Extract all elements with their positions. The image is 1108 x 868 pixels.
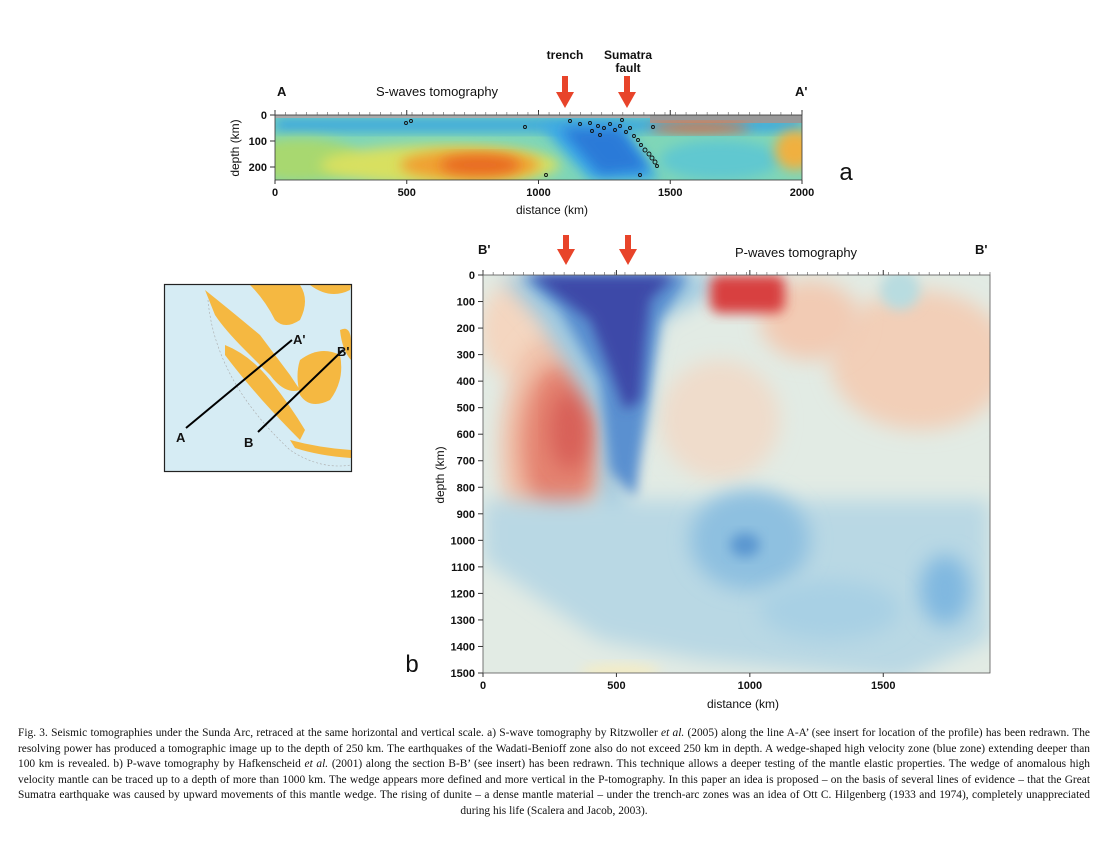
x-axis-label: distance (km) — [516, 203, 588, 217]
y-tick-label: 0 — [261, 110, 267, 122]
y-tick-label: 1000 — [451, 535, 475, 547]
y-axis-label: depth (km) — [433, 446, 447, 503]
arrows-b — [557, 235, 637, 265]
y-tick-label: 1200 — [451, 588, 475, 600]
x-tick-label: 1000 — [738, 680, 762, 692]
map — [165, 285, 351, 471]
s-wave-image — [275, 115, 802, 180]
y-tick-label: 700 — [457, 456, 475, 468]
y-tick-label: 1500 — [451, 668, 475, 680]
title-b: P-waves tomography — [735, 245, 858, 260]
y-tick-label: 400 — [457, 376, 475, 388]
fault-label: fault — [615, 61, 640, 75]
y-tick-label: 200 — [457, 323, 475, 335]
y-axis-label: depth (km) — [228, 119, 242, 176]
title-a: S-waves tomography — [376, 84, 499, 99]
panel-letter: a — [839, 159, 853, 186]
label-b-prime: B' — [975, 242, 987, 257]
panel-letter: b — [405, 651, 418, 678]
label-a: A — [277, 84, 287, 99]
y-tick-label: 1300 — [451, 615, 475, 627]
x-tick-label: 500 — [398, 187, 416, 199]
p-wave-image — [483, 275, 990, 673]
map-label: A' — [293, 332, 305, 347]
map-label: B' — [337, 344, 349, 359]
x-tick-label: 1000 — [526, 187, 550, 199]
arrows-a — [556, 76, 636, 108]
fault-label: Sumatra — [604, 48, 652, 62]
x-tick-label: 0 — [272, 187, 278, 199]
trench-label: trench — [547, 48, 584, 62]
y-tick-label: 900 — [457, 509, 475, 521]
map-frame — [163, 283, 353, 473]
y-tick-label: 1100 — [451, 562, 475, 574]
x-tick-label: 2000 — [790, 187, 814, 199]
caption-text: et al. — [661, 727, 685, 739]
caption-text: (2005) along the line A-A’ (see insert f… — [18, 727, 1090, 771]
y-tick-label: 300 — [457, 350, 475, 362]
y-tick-label: 800 — [457, 482, 475, 494]
x-axis-label: distance (km) — [707, 697, 779, 711]
y-tick-label: 1400 — [451, 641, 475, 653]
y-tick-label: 600 — [457, 429, 475, 441]
map-label: A — [176, 430, 186, 445]
caption: Fig. 3. Seismic tomographies under the S… — [18, 726, 1090, 820]
y-tick-label: 100 — [249, 136, 267, 148]
axes-b: 0 500 1000 1500 0 100 200 300 400 500 600 700 800 900… — [451, 270, 991, 692]
caption-text: Fig. 3. Seismic tomographies under the S… — [18, 727, 662, 739]
map-label: B — [244, 435, 253, 450]
label-a-prime: A' — [795, 84, 807, 99]
y-tick-label: 100 — [457, 297, 475, 309]
label-b-prime: B' — [478, 242, 490, 257]
caption-text: (2001) along the section B-B’ (see inser… — [18, 758, 1091, 817]
x-tick-label: 1500 — [658, 187, 682, 199]
x-tick-label: 0 — [480, 680, 486, 692]
axes-a: 0 500 1000 1500 2000 0 100 200 — [249, 110, 814, 199]
x-tick-label: 1500 — [871, 680, 895, 692]
caption-text: et al. — [304, 758, 329, 771]
y-tick-label: 200 — [249, 162, 267, 174]
y-tick-label: 500 — [457, 403, 475, 415]
y-tick-label: 0 — [469, 270, 475, 282]
x-tick-label: 500 — [607, 680, 625, 692]
